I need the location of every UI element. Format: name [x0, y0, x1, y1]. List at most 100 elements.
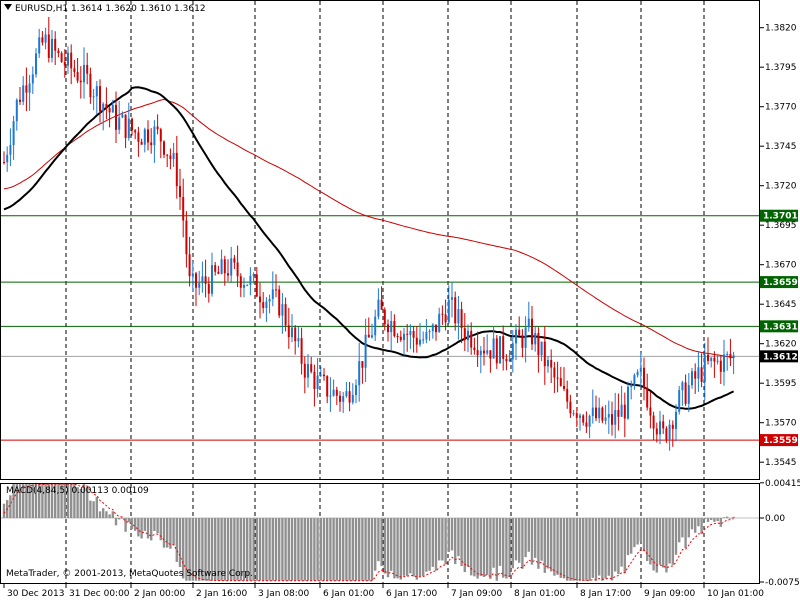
candle-body[interactable]: [694, 371, 697, 379]
candle-body[interactable]: [134, 130, 137, 133]
candle-body[interactable]: [140, 141, 143, 145]
candle-body[interactable]: [271, 289, 274, 299]
candle-body[interactable]: [406, 333, 409, 335]
candle-body[interactable]: [51, 38, 53, 58]
candle-body[interactable]: [284, 304, 287, 326]
candle-body[interactable]: [425, 332, 428, 340]
candle-body[interactable]: [76, 72, 79, 81]
candle-body[interactable]: [412, 331, 415, 338]
candle-body[interactable]: [345, 391, 348, 397]
candle-body[interactable]: [569, 401, 572, 414]
candle-body[interactable]: [479, 350, 482, 356]
candle-body[interactable]: [636, 371, 639, 376]
candle-body[interactable]: [281, 304, 284, 316]
candle-body[interactable]: [265, 301, 268, 309]
candle-body[interactable]: [377, 299, 380, 317]
candle-body[interactable]: [697, 367, 700, 379]
candle-body[interactable]: [38, 37, 41, 54]
candle-body[interactable]: [233, 258, 236, 263]
candle-body[interactable]: [553, 367, 556, 378]
candle-body[interactable]: [527, 318, 530, 328]
candle-body[interactable]: [169, 155, 172, 159]
candle-body[interactable]: [687, 385, 690, 404]
candle-body[interactable]: [463, 328, 466, 341]
candle-body[interactable]: [601, 407, 604, 421]
candle-body[interactable]: [684, 382, 687, 404]
candle-body[interactable]: [700, 367, 703, 382]
candle-body[interactable]: [166, 154, 169, 156]
candle-body[interactable]: [28, 83, 31, 93]
candle-body[interactable]: [470, 330, 473, 348]
candle-body[interactable]: [185, 220, 188, 255]
candle-body[interactable]: [163, 141, 165, 155]
candle-body[interactable]: [604, 417, 607, 421]
candle-body[interactable]: [15, 99, 18, 122]
candle-body[interactable]: [44, 34, 47, 43]
candle-body[interactable]: [195, 273, 197, 288]
candle-body[interactable]: [156, 126, 159, 130]
candle-body[interactable]: [25, 85, 28, 93]
candle-body[interactable]: [499, 336, 501, 364]
candle-body[interactable]: [143, 129, 146, 145]
candle-body[interactable]: [220, 259, 223, 274]
candle-body[interactable]: [623, 404, 626, 419]
candle-body[interactable]: [207, 283, 210, 294]
candle-body[interactable]: [543, 341, 546, 367]
candle-body[interactable]: [399, 336, 402, 341]
candle-body[interactable]: [588, 415, 591, 427]
candle-body[interactable]: [556, 377, 559, 379]
candle-body[interactable]: [598, 407, 601, 419]
candle-body[interactable]: [147, 129, 149, 143]
candle-body[interactable]: [502, 336, 505, 359]
candle-body[interactable]: [54, 38, 57, 51]
candle-body[interactable]: [35, 53, 37, 75]
candle-body[interactable]: [662, 421, 665, 429]
candle-body[interactable]: [364, 334, 367, 368]
candle-body[interactable]: [620, 404, 623, 417]
candle-body[interactable]: [614, 410, 617, 425]
candle-body[interactable]: [19, 99, 21, 102]
candle-body[interactable]: [236, 262, 239, 277]
candle-body[interactable]: [326, 376, 329, 397]
candle-body[interactable]: [524, 327, 527, 348]
candle-body[interactable]: [294, 327, 297, 342]
candle-body[interactable]: [198, 283, 201, 288]
candle-body[interactable]: [121, 114, 124, 118]
candle-body[interactable]: [438, 313, 441, 333]
candle-body[interactable]: [643, 367, 645, 388]
candle-body[interactable]: [63, 61, 66, 66]
candle-body[interactable]: [444, 314, 447, 323]
candle-body[interactable]: [582, 415, 585, 423]
candle-body[interactable]: [313, 371, 316, 390]
candle-body[interactable]: [60, 53, 63, 62]
candle-body[interactable]: [639, 367, 642, 372]
candle-body[interactable]: [41, 37, 44, 43]
candle-body[interactable]: [511, 343, 514, 360]
candle-body[interactable]: [243, 285, 245, 288]
candle-body[interactable]: [678, 390, 681, 412]
candle-body[interactable]: [489, 350, 492, 359]
candle-body[interactable]: [150, 142, 153, 146]
candle-body[interactable]: [396, 335, 399, 337]
candle-body[interactable]: [428, 331, 431, 333]
candle-body[interactable]: [703, 354, 706, 382]
candle-body[interactable]: [710, 357, 713, 361]
candle-body[interactable]: [355, 385, 357, 395]
candle-body[interactable]: [630, 385, 633, 387]
candle-body[interactable]: [159, 129, 162, 142]
candle-body[interactable]: [358, 361, 361, 386]
candle-body[interactable]: [335, 389, 338, 396]
candle-body[interactable]: [508, 359, 511, 362]
candle-body[interactable]: [387, 324, 389, 333]
candle-body[interactable]: [108, 108, 111, 113]
candle-body[interactable]: [73, 68, 76, 73]
candle-body[interactable]: [422, 339, 425, 341]
candle-body[interactable]: [652, 415, 655, 429]
candle-body[interactable]: [473, 347, 476, 351]
candle-body[interactable]: [3, 162, 5, 163]
candlestick-series[interactable]: [3, 16, 735, 451]
candle-body[interactable]: [675, 411, 677, 429]
candle-body[interactable]: [275, 289, 277, 291]
candle-body[interactable]: [9, 145, 12, 155]
